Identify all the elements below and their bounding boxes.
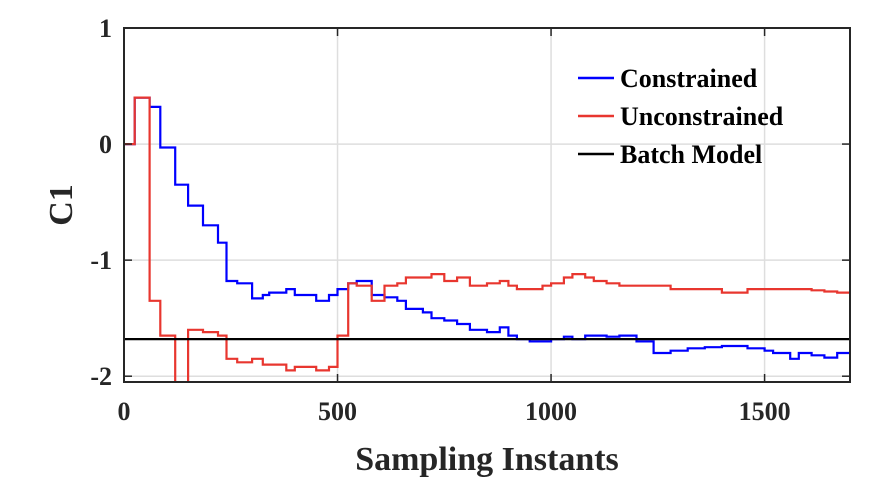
y-tick-label: 0: [99, 130, 112, 159]
x-tick-label: 1000: [525, 397, 577, 426]
x-tick-label: 0: [118, 397, 131, 426]
x-tick-labels: 0 500 1000 1500: [118, 397, 791, 426]
x-tick-label: 1500: [739, 397, 791, 426]
series-layer: [124, 96, 850, 382]
grid-lines: [124, 28, 850, 382]
series-line-unconstrained: [124, 96, 850, 382]
x-axis-title: Sampling Instants: [355, 441, 619, 478]
plot-area: [124, 28, 850, 382]
x-tick-label: 500: [318, 397, 357, 426]
y-tick-label: 1: [99, 14, 112, 43]
series-line-constrained: [124, 96, 850, 360]
legend-label-constrained: Constrained: [620, 64, 758, 93]
tick-marks: [123, 27, 850, 382]
y-tick-label: -2: [90, 362, 112, 391]
legend-label-unconstrained: Unconstrained: [620, 102, 784, 131]
y-tick-labels: -2 -1 0 1: [90, 14, 112, 391]
legend: Constrained Unconstrained Batch Model: [578, 64, 784, 169]
y-tick-label: -1: [90, 246, 112, 275]
y-axis-title: C1: [43, 184, 80, 226]
plot-frame: [123, 27, 851, 383]
legend-label-batch-model: Batch Model: [620, 140, 762, 169]
